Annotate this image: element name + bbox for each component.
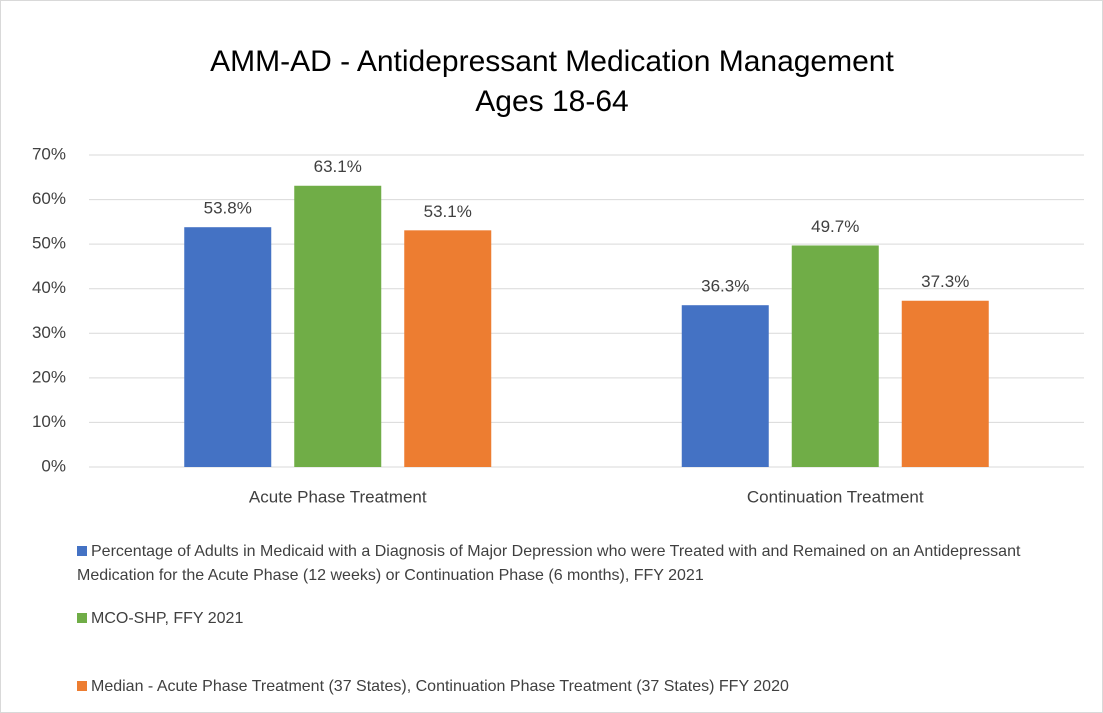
bar [294,185,382,468]
y-tick-label: 30% [32,323,66,342]
bar [681,305,769,467]
data-label: 53.8% [204,199,252,218]
y-tick-label: 50% [32,234,66,253]
x-tick-label: Acute Phase Treatment [249,487,427,506]
legend-item: MCO-SHP, FFY 2021 [77,607,1077,631]
bar [404,230,492,467]
y-tick-label: 70% [32,144,66,163]
x-tick-label: Continuation Treatment [747,487,924,506]
y-tick-label: 40% [32,278,66,297]
legend-label: MCO-SHP, FFY 2021 [91,610,244,627]
bar [901,300,989,467]
legend-swatch [77,613,87,623]
legend-label: Median - Acute Phase Treatment (37 State… [91,678,789,695]
data-label: 53.1% [424,202,472,221]
y-tick-label: 0% [41,456,66,475]
y-tick-label: 10% [32,412,66,431]
bar [184,227,272,467]
data-label: 63.1% [314,157,362,176]
data-label: 36.3% [701,277,749,296]
y-tick-label: 60% [32,189,66,208]
chart-title: AMM-AD - Antidepressant Medication Manag… [210,45,894,78]
legend-item: Percentage of Adults in Medicaid with a … [77,540,1077,588]
data-label: 37.3% [921,272,969,291]
legend-swatch [77,546,87,556]
chart-subtitle: Ages 18-64 [475,85,628,118]
legend-item: Median - Acute Phase Treatment (37 State… [77,675,1077,699]
bar [791,245,879,467]
y-tick-label: 20% [32,367,66,386]
legend-label: Percentage of Adults in Medicaid with a … [77,543,1021,584]
legend-swatch [77,681,87,691]
data-label: 49.7% [811,217,859,236]
